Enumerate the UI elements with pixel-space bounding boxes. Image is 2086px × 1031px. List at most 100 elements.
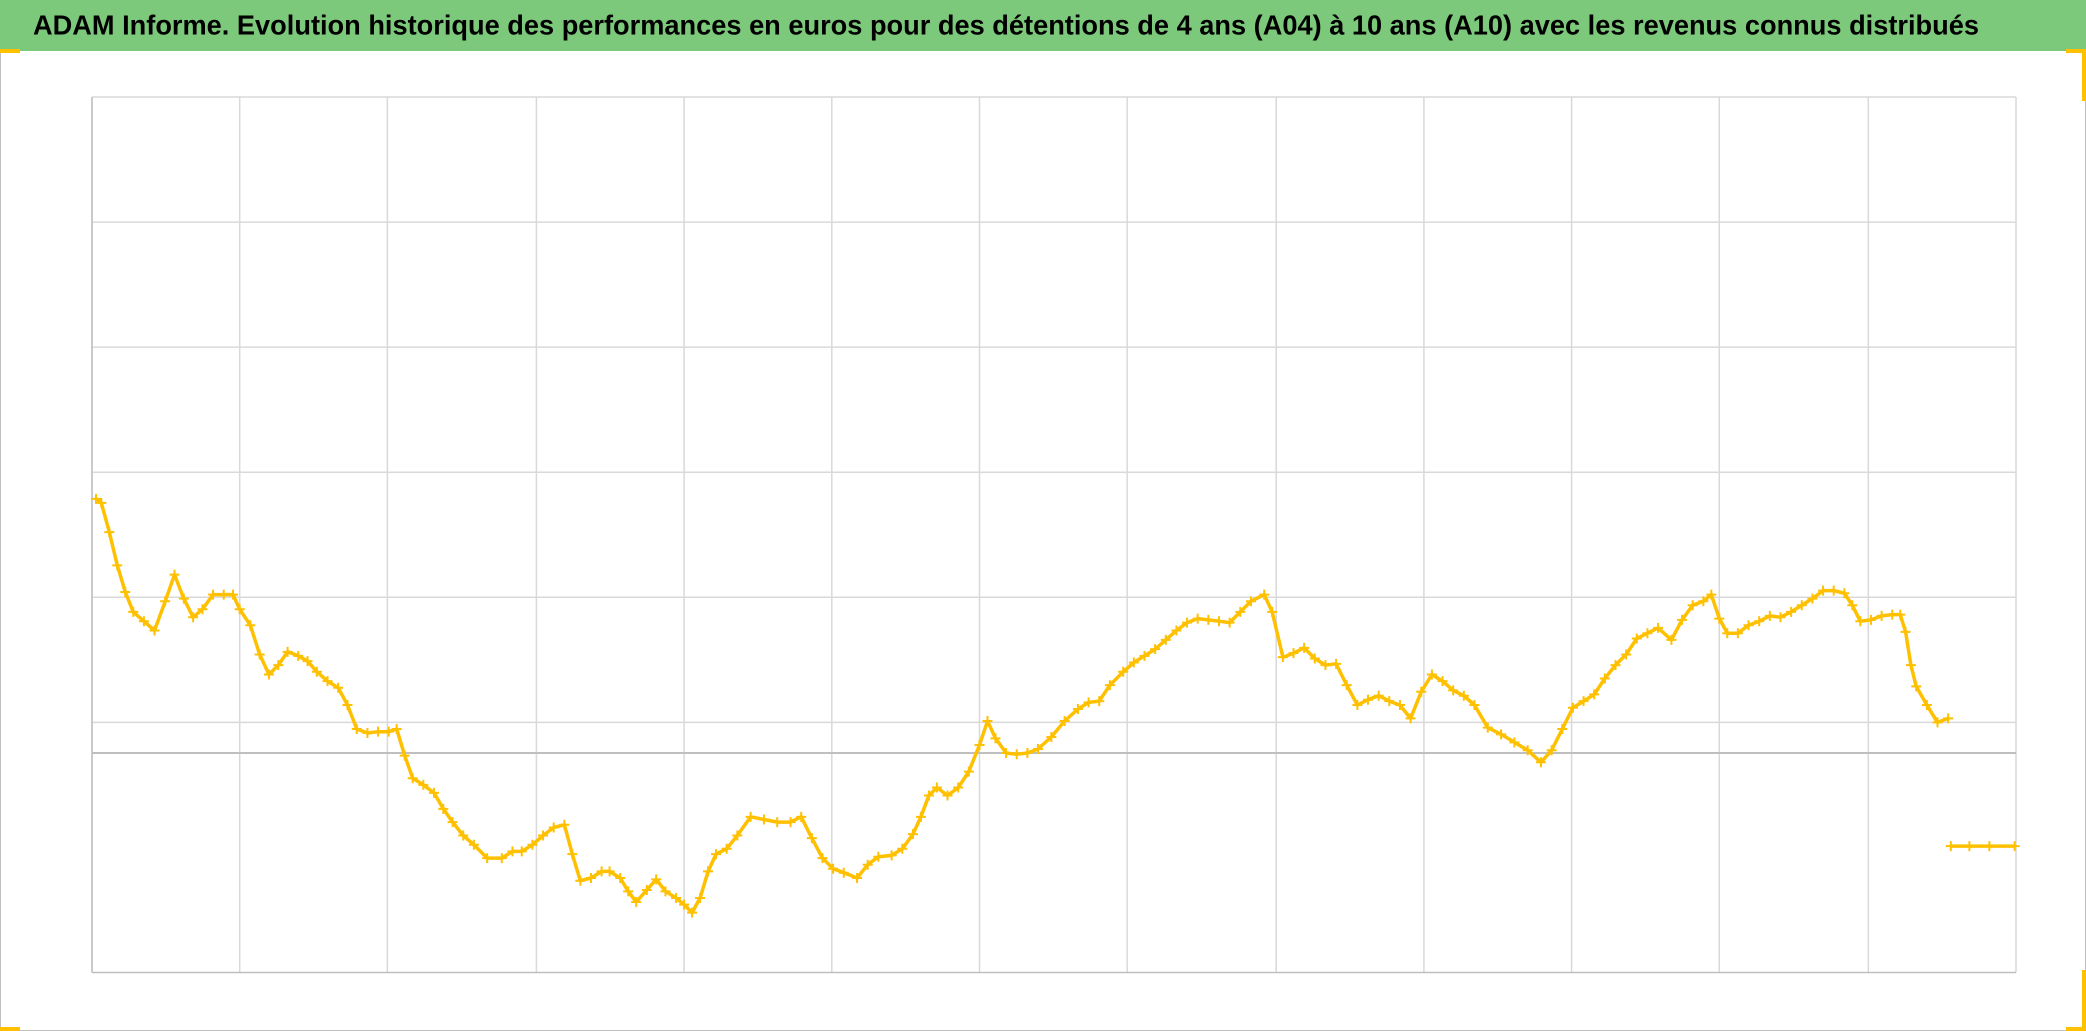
marker [1352,700,1363,711]
marker [273,660,284,671]
marker [1104,680,1115,691]
marker [1416,686,1427,697]
marker [263,669,274,680]
marker [1245,596,1256,607]
marker [1094,696,1105,707]
marker [90,493,101,504]
marker [527,839,538,850]
marker [447,817,458,828]
marker [1373,690,1384,701]
marker [1331,658,1342,669]
marker [1567,702,1578,713]
marker [1469,700,1480,711]
marker [1235,606,1246,617]
marker [942,790,953,801]
marker [234,604,245,615]
marker [1482,722,1493,733]
marker [1288,648,1299,659]
marker [1267,606,1278,617]
marker [128,606,139,617]
marker [245,620,256,631]
title-bar [0,0,2086,51]
marker [302,656,313,667]
marker [333,682,344,693]
marker [567,849,578,860]
marker [2009,841,2020,852]
marker [623,886,634,897]
marker [1557,724,1568,735]
marker [1224,617,1235,628]
marker [1448,685,1459,696]
marker [104,527,115,538]
marker [1182,617,1193,628]
handle [2082,51,2086,101]
marker [695,892,706,903]
marker [282,646,293,657]
plot-area [90,493,2020,918]
marker [1022,747,1033,758]
marker [112,560,123,571]
marker [711,849,722,860]
handle [2082,970,2086,1031]
marker [1807,593,1818,604]
marker [1677,614,1688,625]
marker [1171,625,1182,636]
marker [1895,609,1906,620]
marker [373,726,384,737]
marker [1578,696,1589,707]
handle [2066,1027,2086,1031]
marker [806,833,817,844]
marker [548,822,559,833]
marker [838,867,849,878]
marker [351,724,362,735]
marker [1631,633,1642,644]
marker [1943,713,1954,724]
marker [732,830,743,841]
marker [1855,616,1866,627]
marker [1535,757,1546,768]
marker [1932,717,1943,728]
marker [391,724,402,735]
marker [1698,596,1709,607]
marker [931,782,942,793]
marker [1139,650,1150,661]
marker [1921,700,1932,711]
marker [1059,716,1070,727]
marker [228,589,239,600]
marker [178,593,189,604]
marker [687,907,698,918]
marker [1118,666,1129,677]
marker [1589,689,1600,700]
marker [1876,610,1887,621]
marker [507,846,518,857]
marker [1945,841,1956,852]
marker [254,649,265,660]
marker [120,586,131,597]
marker [974,739,985,750]
marker [138,616,149,627]
marker [585,873,596,884]
marker [1964,841,1975,852]
marker [1033,743,1044,754]
marker [1828,585,1839,596]
marker [1900,626,1911,637]
marker [1496,729,1507,740]
marker [1150,644,1161,655]
marker [1743,620,1754,631]
marker [1714,613,1725,624]
marker [197,604,208,615]
marker [1610,660,1621,671]
marker [418,779,429,790]
handle [0,1027,20,1031]
marker [1309,653,1320,664]
marker [1203,614,1214,625]
marker [604,866,615,877]
marker [342,700,353,711]
marker [963,766,974,777]
marker [538,830,549,841]
marker [1984,841,1995,852]
marker [1786,606,1797,617]
marker [1458,690,1469,701]
marker [438,803,449,814]
handle [2066,49,2086,53]
